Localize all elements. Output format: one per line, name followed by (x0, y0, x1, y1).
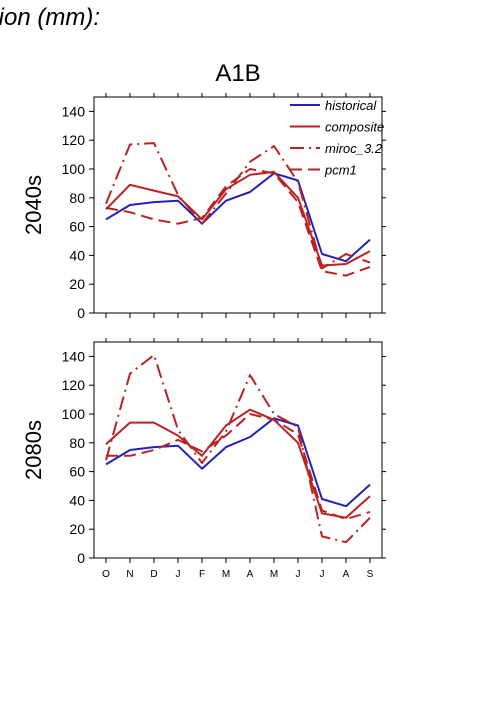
y-tick-label: 0 (77, 305, 85, 321)
x-tick-label: M (222, 569, 230, 580)
y-tick-label: 140 (62, 103, 86, 119)
x-tick-label: J (320, 569, 325, 580)
x-tick-label: D (150, 569, 157, 580)
y-tick-label: 100 (62, 161, 86, 177)
x-tick-label: O (102, 569, 110, 580)
legend-label-pcm1: pcm1 (324, 163, 357, 178)
x-tick-label: M (270, 569, 278, 580)
x-tick-label: S (367, 569, 374, 580)
y-tick-label: 120 (62, 132, 86, 148)
chart-panels: 0 20 40 60 80 100 120 140 2040s 0 20 40 60 80 100 120 14… (21, 93, 386, 580)
y-tick-label: 80 (69, 190, 85, 206)
legend-label-composite: composite (325, 120, 384, 135)
series-line-historical (105, 172, 371, 263)
series-line-composite (105, 170, 371, 267)
y-tick-label: 0 (77, 550, 85, 566)
x-tick-label: A (247, 569, 254, 580)
y-tick-label: 60 (69, 219, 85, 235)
y-tick-label: 60 (69, 464, 85, 480)
series-line-pcm1 (105, 168, 371, 277)
y-tick-label: 20 (69, 276, 85, 292)
y-tick-label: 140 (62, 348, 86, 364)
series-line-composite (105, 408, 371, 519)
chart-title: A1B (215, 60, 260, 87)
y-tick-label: 20 (69, 521, 85, 537)
y-tick-label: 40 (69, 247, 85, 263)
x-tick-label: A (343, 569, 350, 580)
x-tick-label: J (176, 569, 181, 580)
y-tick-label: 100 (62, 406, 86, 422)
y-tick-label: 40 (69, 492, 85, 508)
y-tick-label: 120 (62, 377, 86, 393)
series-line-miroc_3.2 (105, 354, 371, 544)
plot-frame (93, 96, 383, 314)
panel-label: 2040s (21, 175, 46, 235)
legend: historical composite miroc_3.2 pcm1 (290, 98, 384, 178)
x-tick-label: J (296, 569, 301, 580)
series-line-historical (105, 417, 371, 508)
x-tick-label: F (199, 569, 205, 580)
page-title: tion (mm): (0, 4, 100, 31)
legend-label-historical: historical (325, 98, 377, 113)
panel-2040s: 0 20 40 60 80 100 120 140 2040s (21, 93, 386, 321)
panel-2080s: 0 20 40 60 80 100 120 140 O N D J F M A M J J A S 2080s (21, 338, 386, 580)
x-tick-label: N (126, 569, 133, 580)
plot-frame (93, 341, 383, 559)
legend-label-miroc_3.2: miroc_3.2 (325, 141, 383, 156)
series-line-pcm1 (106, 413, 371, 521)
y-tick-label: 80 (69, 435, 85, 451)
panel-label: 2080s (21, 420, 46, 480)
